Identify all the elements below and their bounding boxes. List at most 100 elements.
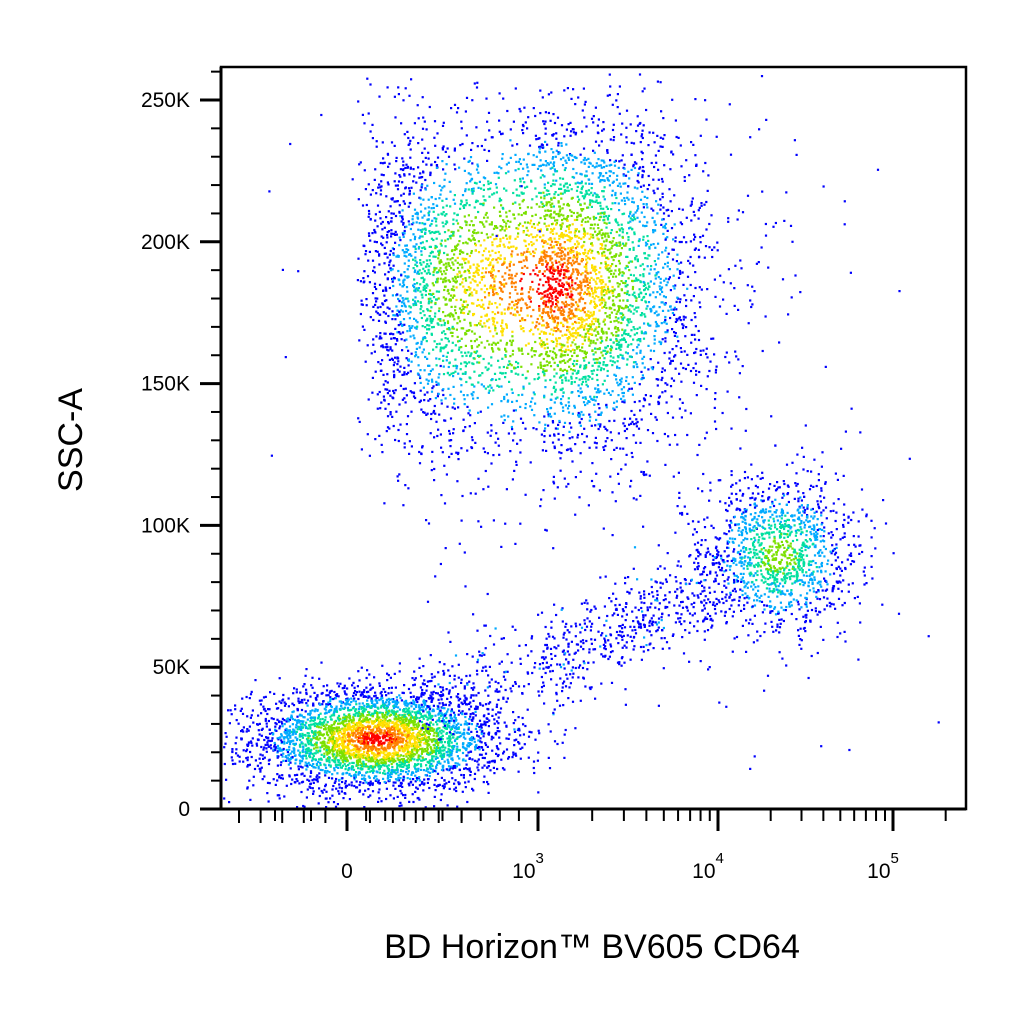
- event-dot: [342, 742, 345, 745]
- event-dot: [249, 798, 252, 801]
- event-dot: [413, 738, 416, 742]
- event-dot: [499, 711, 502, 714]
- event-dot: [413, 758, 416, 761]
- event-dot: [383, 226, 386, 229]
- event-dot: [320, 753, 323, 756]
- event-dot: [413, 701, 416, 704]
- event-dot: [750, 463, 753, 466]
- event-dot: [693, 233, 696, 236]
- event-dot: [412, 724, 415, 727]
- event-dot: [603, 448, 606, 451]
- event-dot: [388, 739, 391, 742]
- event-dot: [386, 713, 389, 716]
- event-dot: [353, 740, 356, 743]
- event-dot: [394, 717, 398, 720]
- event-dot: [705, 118, 708, 121]
- event-dot: [399, 716, 402, 719]
- event-dot: [567, 448, 570, 451]
- event-dot: [460, 681, 463, 684]
- event-dot: [307, 736, 310, 740]
- event-dot: [663, 164, 666, 167]
- event-dot: [347, 720, 351, 723]
- event-dot: [714, 368, 718, 371]
- event-dot: [245, 757, 248, 760]
- event-dot: [410, 445, 413, 448]
- event-dot: [667, 208, 670, 211]
- event-dot: [409, 139, 412, 142]
- event-dot: [450, 733, 453, 736]
- event-dot: [383, 746, 386, 749]
- event-dot: [564, 728, 567, 732]
- event-dot: [512, 120, 515, 123]
- event-dot: [457, 699, 460, 702]
- event-dot: [460, 678, 463, 681]
- event-dot: [367, 781, 371, 785]
- event-dot: [279, 736, 282, 739]
- event-dot: [322, 724, 325, 727]
- event-dot: [291, 755, 294, 759]
- event-dot: [276, 764, 279, 767]
- event-dot: [484, 742, 487, 745]
- event-dot: [363, 280, 366, 283]
- event-dot: [477, 739, 480, 742]
- event-dot: [715, 427, 718, 431]
- event-dot: [294, 742, 297, 745]
- event-dot: [380, 401, 383, 404]
- event-dot: [374, 691, 377, 694]
- event-dot: [340, 790, 343, 793]
- event-dot: [696, 453, 699, 457]
- event-dot: [402, 770, 405, 773]
- event-dot: [240, 737, 243, 740]
- event-dot: [223, 797, 226, 800]
- event-dot: [542, 120, 545, 123]
- event-dot: [708, 369, 711, 373]
- event-dot: [430, 469, 433, 472]
- event-dot: [311, 787, 314, 790]
- event-dot: [359, 757, 362, 761]
- event-dot: [429, 717, 432, 720]
- event-dot: [377, 759, 380, 762]
- event-dot: [345, 771, 349, 774]
- event-dot: [486, 780, 489, 784]
- event-dot: [300, 741, 303, 744]
- event-dot: [410, 773, 413, 776]
- event-dot: [398, 729, 401, 732]
- event-dot: [623, 163, 626, 166]
- event-dot: [700, 204, 703, 207]
- event-dot: [396, 720, 399, 723]
- event-dot: [642, 472, 645, 476]
- event-dot: [557, 438, 560, 441]
- event-dot: [404, 745, 407, 748]
- event-dot: [698, 443, 701, 446]
- event-dot: [690, 141, 693, 144]
- event-dot: [227, 709, 230, 712]
- event-dot: [223, 746, 226, 749]
- event-dot: [242, 760, 245, 763]
- event-dot: [444, 419, 447, 422]
- event-dot: [442, 694, 445, 697]
- event-dot: [494, 732, 497, 735]
- event-dot: [301, 736, 304, 739]
- event-dot: [408, 741, 411, 744]
- event-dot: [369, 239, 372, 242]
- event-dot: [332, 742, 335, 745]
- event-dot: [348, 762, 351, 765]
- event-dot: [441, 148, 444, 151]
- event-dot: [247, 741, 250, 744]
- event-dot: [390, 691, 393, 694]
- event-dot: [263, 746, 266, 749]
- event-dot: [467, 726, 470, 729]
- event-dot: [351, 707, 355, 710]
- event-dot: [442, 730, 445, 733]
- event-dot: [384, 690, 387, 693]
- event-dot: [292, 742, 295, 745]
- event-dot: [456, 736, 459, 739]
- event-dot: [399, 696, 402, 700]
- event-dot: [338, 719, 341, 722]
- event-dot: [393, 373, 396, 376]
- event-dot: [399, 423, 402, 426]
- event-dot: [378, 699, 381, 702]
- event-dot: [399, 215, 402, 218]
- event-dot: [453, 727, 456, 730]
- event-dot: [374, 753, 377, 756]
